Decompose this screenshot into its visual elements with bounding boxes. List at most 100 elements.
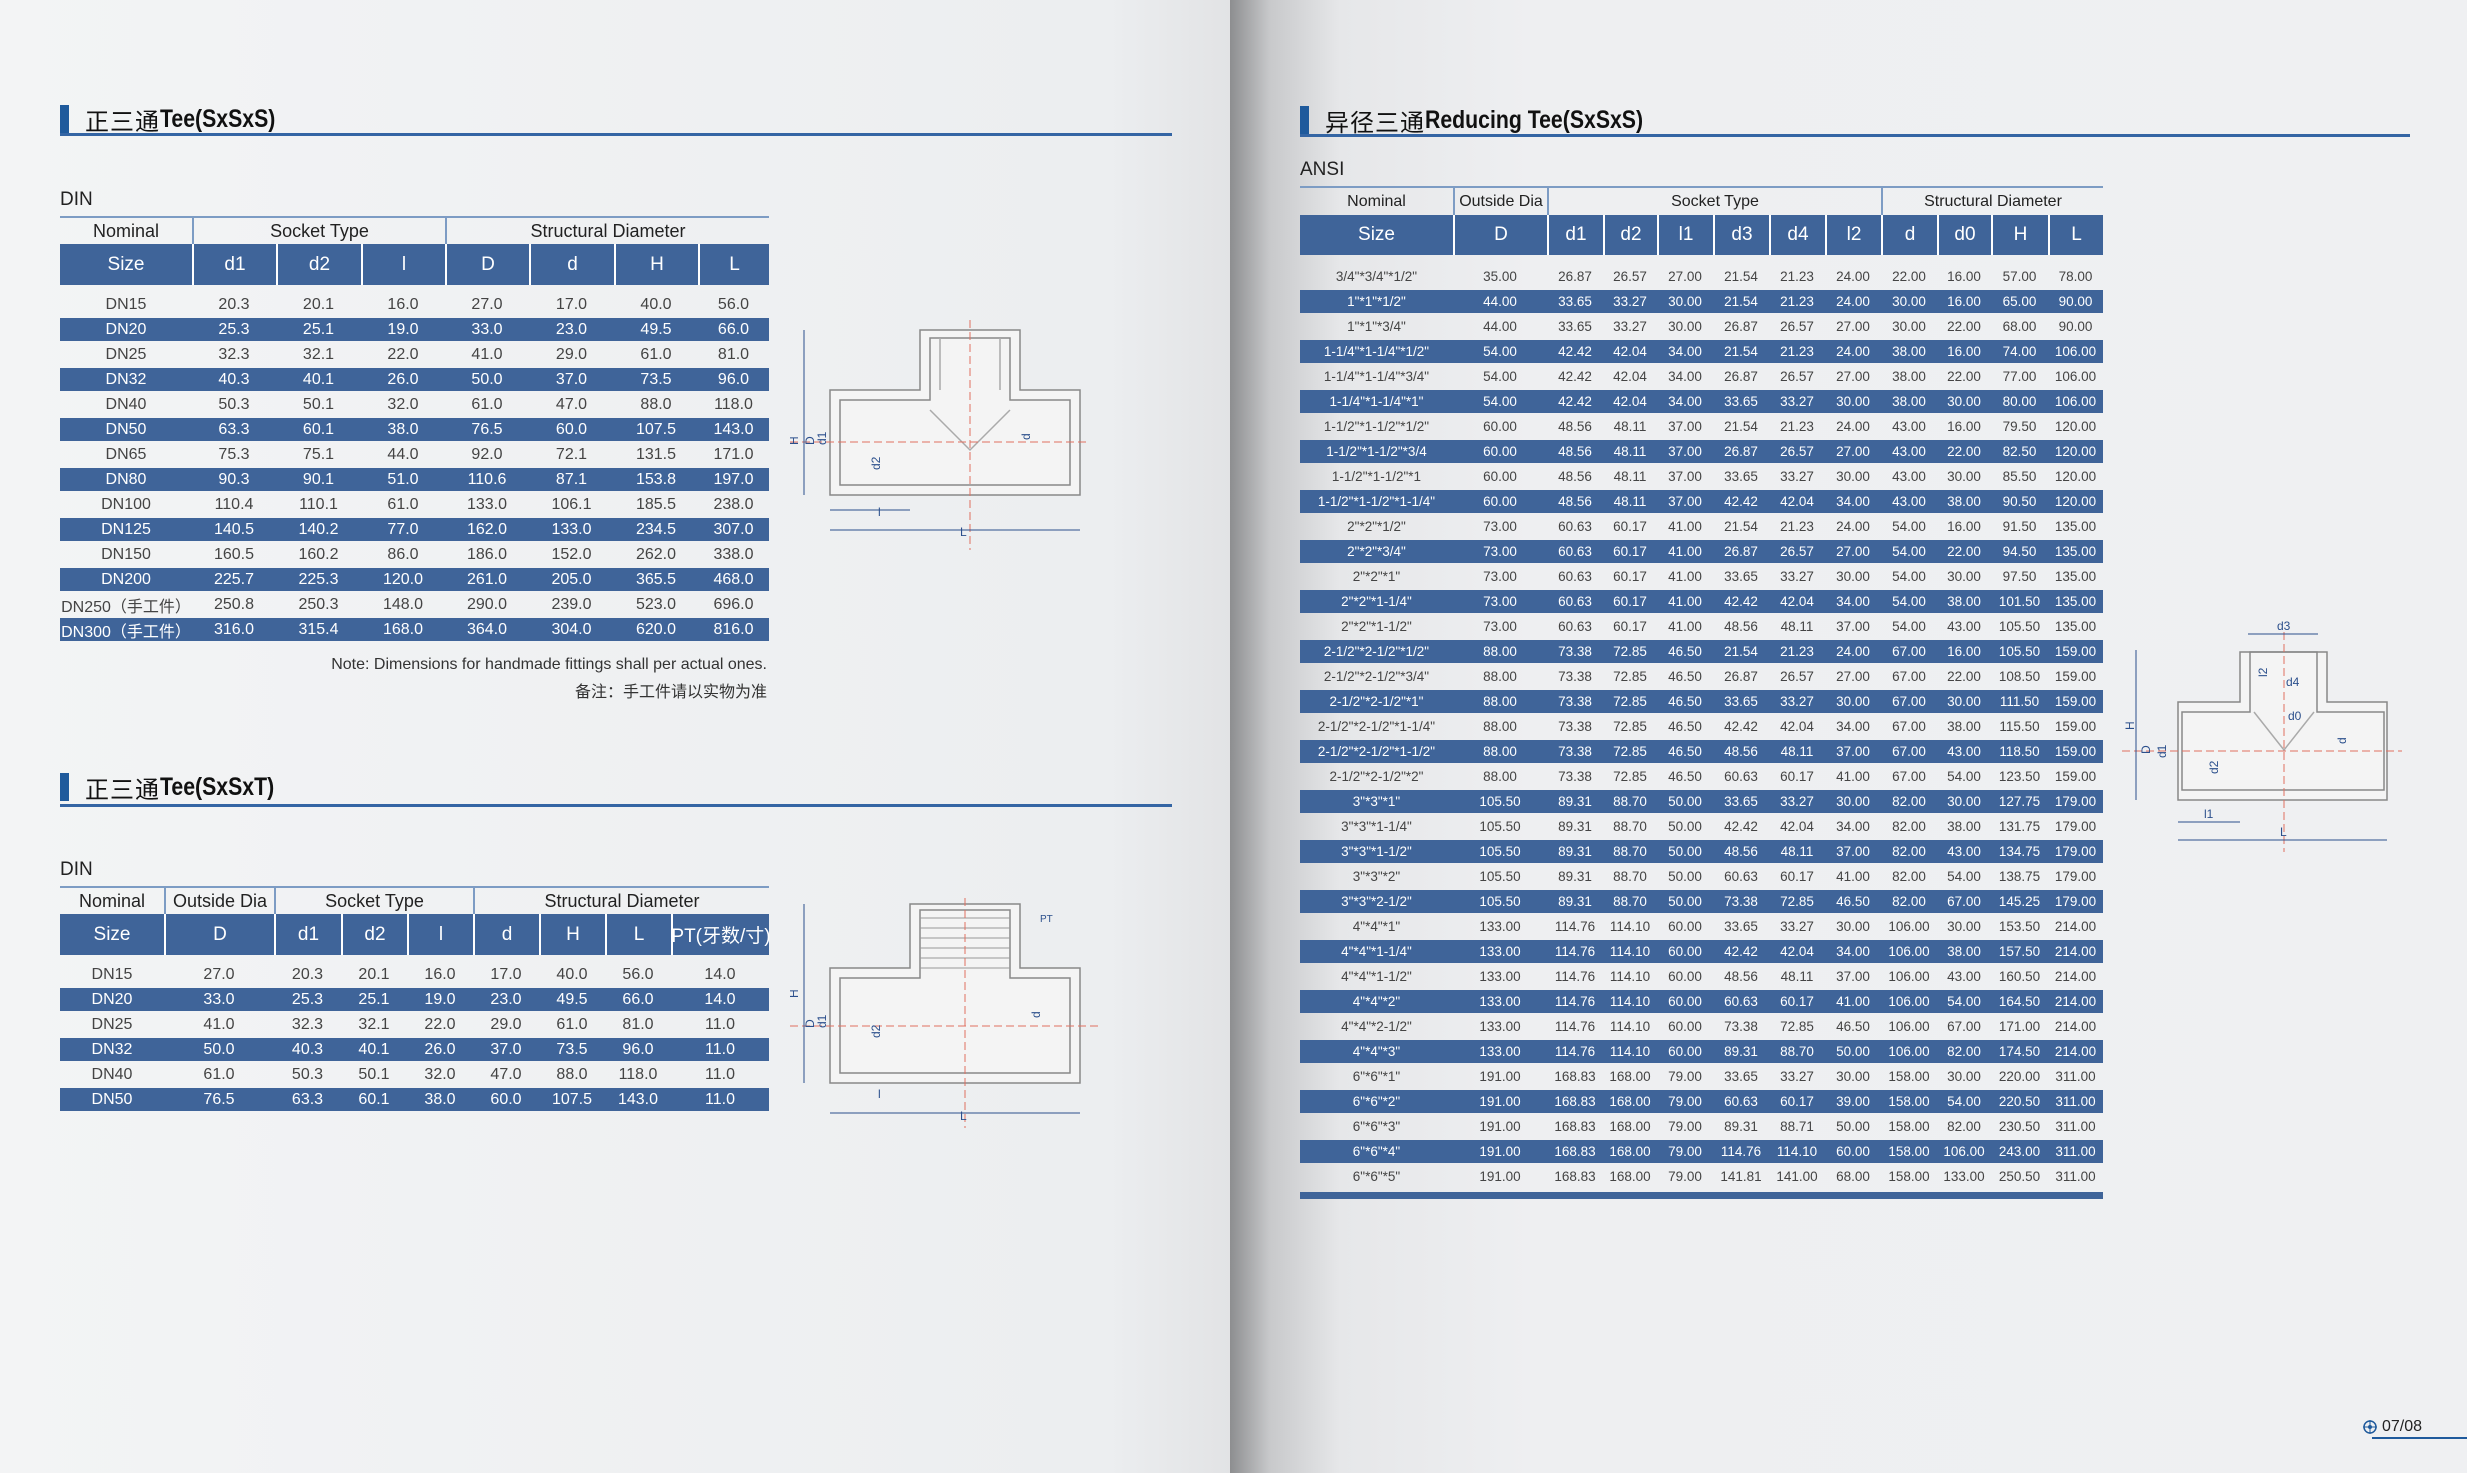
value-cell: 60.0 (490, 1090, 522, 1108)
size-cell: 2"*2"*1/2" (1347, 519, 1406, 534)
value-cell: 43.00 (1892, 469, 1926, 484)
table-row: 2"*2"*1/2" 73.00 60.63 60.17 41.00 21.54 21.23… (1300, 515, 2103, 538)
value-cell: 73.00 (1483, 594, 1517, 609)
value-cell: 46.50 (1668, 694, 1702, 709)
table-row: DN150 160.5 160.2 86.0 186.0 152.0 262.0 338.0 (60, 543, 769, 566)
value-cell: 39.00 (1836, 1094, 1870, 1109)
value-cell: 50.0 (471, 370, 503, 388)
value-cell: 26.87 (1724, 444, 1758, 459)
value-cell: 57.00 (2002, 269, 2037, 284)
value-cell: 33.65 (1724, 694, 1758, 709)
value-cell: 311.00 (2055, 1119, 2096, 1134)
dim-label-D: D (803, 1019, 817, 1028)
value-cell: 133.00 (1479, 994, 1521, 1009)
value-cell: 50.00 (1668, 894, 1702, 909)
value-cell: 92.0 (471, 445, 503, 463)
column-header: l (407, 914, 473, 955)
dim-label-d2: d2 (869, 456, 883, 470)
value-cell: 90.3 (218, 470, 250, 488)
value-cell: 32.1 (302, 345, 335, 363)
value-cell: 60.63 (1558, 594, 1592, 609)
value-cell: 30.00 (1892, 294, 1926, 309)
value-cell: 90.1 (302, 470, 335, 488)
table-row: 1-1/2"*1-1/2"*1/2" 60.00 48.56 48.11 37.00 21… (1300, 415, 2103, 438)
value-cell: 46.50 (1668, 719, 1702, 734)
value-cell: 21.23 (1780, 344, 1814, 359)
table-row: 2-1/2"*2-1/2"*3/4" 88.00 73.38 72.85 46.50 26… (1300, 665, 2103, 688)
value-cell: 88.70 (1613, 844, 1647, 859)
group-header-row: Nominal Outside Dia Socket Type Structural … (1300, 186, 2103, 215)
table-row: 1-1/2"*1-1/2"*1 60.00 48.56 48.11 37.00 33.65… (1300, 465, 2103, 488)
value-cell: 94.50 (2002, 544, 2037, 559)
value-cell: 696.0 (713, 595, 754, 613)
value-cell: 88.70 (1613, 794, 1647, 809)
table-row: 1-1/4"*1-1/4"*1/2" 54.00 42.42 42.04 34.00 21… (1300, 340, 2103, 363)
value-cell: 33.65 (1724, 1069, 1758, 1084)
value-cell: 22.0 (387, 345, 419, 363)
table-row: 3"*3"*1-1/4" 105.50 89.31 88.70 50.00 42.42 42… (1300, 815, 2103, 838)
column-header: L (2048, 215, 2103, 255)
value-cell: 159.00 (2054, 644, 2097, 659)
value-cell: 79.00 (1668, 1069, 1702, 1084)
value-cell: 230.50 (1998, 1119, 2041, 1134)
value-cell: 73.00 (1483, 619, 1517, 634)
value-cell: 60.17 (1613, 569, 1647, 584)
table-row: DN50 76.5 63.3 60.1 38.0 60.0 107.5 143.0 11.0 (60, 1088, 769, 1111)
value-cell: 33.0 (471, 320, 503, 338)
value-cell: 133.00 (1479, 944, 1521, 959)
size-cell: DN80 (105, 470, 147, 488)
value-cell: 40.1 (358, 1040, 390, 1058)
value-cell: 27.00 (1836, 444, 1870, 459)
value-cell: 88.00 (1483, 644, 1517, 659)
value-cell: 24.00 (1836, 269, 1870, 284)
value-cell: 120.0 (382, 570, 424, 588)
table-row: DN250（手工件） 250.8 250.3 148.0 290.0 239.0 523.0… (60, 593, 769, 616)
value-cell: 81.0 (622, 1015, 654, 1033)
value-cell: 21.54 (1724, 294, 1758, 309)
value-cell: 168.00 (1609, 1119, 1651, 1134)
value-cell: 120.00 (2054, 469, 2097, 484)
value-cell: 37.00 (1836, 969, 1870, 984)
value-cell: 30.00 (1947, 1069, 1981, 1084)
value-cell: 67.00 (1892, 719, 1926, 734)
value-cell: 43.00 (1947, 844, 1981, 859)
dim-label-d: d (1019, 433, 1033, 440)
dim-label-d: d (1029, 1011, 1043, 1018)
value-cell: 88.00 (1483, 769, 1517, 784)
value-cell: 133.00 (1479, 1044, 1521, 1059)
value-cell: 106.00 (1888, 1044, 1930, 1059)
value-cell: 114.76 (1554, 969, 1596, 984)
value-cell: 108.50 (1998, 669, 2041, 684)
title-underline (60, 804, 1172, 807)
value-cell: 225.3 (298, 570, 339, 588)
value-cell: 101.50 (1998, 594, 2041, 609)
value-cell: 79.00 (1668, 1169, 1702, 1184)
value-cell: 168.00 (1609, 1069, 1651, 1084)
value-cell: 51.0 (387, 470, 419, 488)
value-cell: 30.00 (1947, 919, 1981, 934)
value-cell: 96.0 (717, 370, 750, 388)
value-cell: 88.00 (1483, 744, 1517, 759)
value-cell: 96.0 (622, 1040, 654, 1058)
value-cell: 90.50 (2002, 494, 2037, 509)
value-cell: 16.0 (424, 965, 456, 983)
size-cell: 6"*6"*5" (1352, 1169, 1401, 1184)
value-cell: 60.17 (1613, 594, 1647, 609)
value-cell: 159.00 (2054, 744, 2097, 759)
group-header-row: Nominal Outside Dia Socket Type Structural … (60, 886, 769, 914)
value-cell: 106.00 (2054, 369, 2097, 384)
value-cell: 110.4 (214, 495, 254, 513)
size-cell: 4"*4"*1-1/4" (1341, 944, 1412, 959)
column-header: d4 (1769, 215, 1825, 255)
value-cell: 106.00 (1888, 944, 1930, 959)
size-cell: 1-1/2"*1-1/2"*1 (1331, 469, 1422, 484)
value-cell: 82.00 (1892, 869, 1926, 884)
value-cell: 30.00 (1947, 694, 1981, 709)
value-cell: 21.54 (1724, 269, 1758, 284)
value-cell: 138.75 (1998, 869, 2041, 884)
value-cell: 79.50 (2002, 419, 2037, 434)
value-cell: 135.00 (2054, 594, 2097, 609)
value-cell: 160.5 (213, 545, 255, 563)
value-cell: 179.00 (2054, 794, 2097, 809)
dim-label-d3: d3 (2277, 619, 2291, 633)
